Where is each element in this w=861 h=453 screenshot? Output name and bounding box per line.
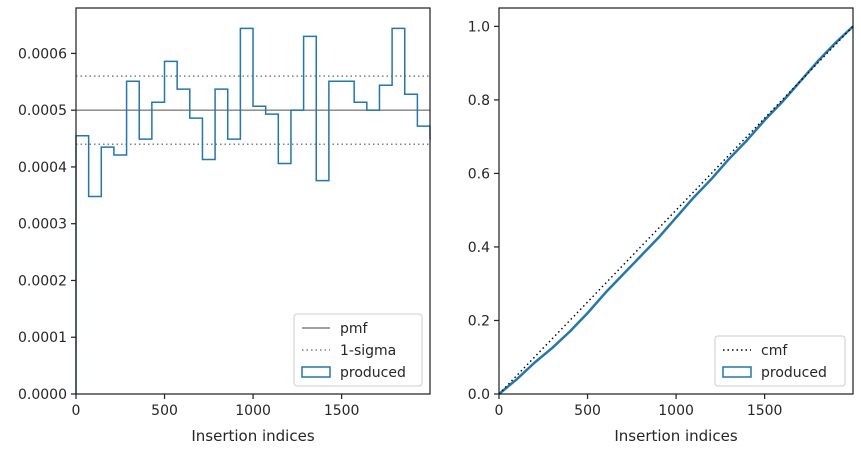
- produced-cmf-line: [498, 25, 854, 395]
- left-x-tick-label: 1000: [235, 403, 271, 419]
- left-y-tick-label: 0.0005: [18, 103, 67, 119]
- produced-step-series: [75, 27, 431, 394]
- left-y-tick-label: 0.0004: [18, 160, 67, 176]
- right-y-tick-label: 0.8: [468, 93, 490, 109]
- legend-right: cmf produced: [714, 335, 846, 387]
- legend-label: produced: [340, 365, 406, 381]
- left-y-tick-label: 0.0000: [18, 387, 67, 403]
- legend-label: produced: [761, 365, 827, 381]
- right-y-tick-label: 0.0: [468, 387, 490, 403]
- left-marks: [75, 27, 431, 394]
- right-x-tick-label: 1000: [658, 403, 694, 419]
- legend-swatch-produced: [301, 366, 331, 378]
- right-y-tick-label: 0.2: [468, 313, 490, 329]
- left-axes: 0 500 1000 1500 0.0000 0.0001 0.0002 0.0003 0.00…: [18, 7, 431, 419]
- x-axis-label-left: Insertion indices: [191, 427, 314, 445]
- left-x-tick-label: 500: [151, 403, 178, 419]
- right-x-tick-label: 500: [574, 403, 601, 419]
- legend-left: pmf 1-sigma produced: [293, 313, 423, 387]
- left-x-tick-label: 1500: [324, 403, 360, 419]
- legend-frame: [293, 313, 423, 387]
- x-axis-label-right: Insertion indices: [614, 427, 737, 445]
- right-axes: 0 500 1000 1500 0.0 0.2 0.4 0.6 0.8 1.0: [468, 7, 854, 419]
- right-x-tick-label: 1500: [747, 403, 783, 419]
- left-y-tick-label: 0.0003: [18, 217, 67, 233]
- left-y-tick-label: 0.0002: [18, 273, 67, 289]
- legend-label: pmf: [340, 321, 369, 337]
- pmf-chart: 0 500 1000 1500 0.0000 0.0001 0.0002 0.0003 0.00…: [18, 7, 431, 445]
- right-marks: [498, 25, 854, 395]
- legend-swatch-produced: [722, 366, 752, 378]
- right-y-tick-label: 0.4: [468, 240, 490, 256]
- legend-frame: [714, 335, 846, 387]
- right-x-tick-label: 0: [495, 403, 504, 419]
- left-x-tick-label: 0: [72, 403, 81, 419]
- legend-label: cmf: [761, 343, 788, 359]
- left-y-tick-label: 0.0006: [18, 46, 67, 62]
- right-y-tick-label: 1.0: [468, 19, 490, 35]
- left-y-tick-label: 0.0001: [18, 330, 67, 346]
- cmf-chart: 0 500 1000 1500 0.0 0.2 0.4 0.6 0.8 1.0 Insertion…: [468, 7, 854, 445]
- plot-area-background: [499, 8, 853, 394]
- right-y-tick-label: 0.6: [468, 166, 490, 182]
- legend-label: 1-sigma: [340, 343, 396, 359]
